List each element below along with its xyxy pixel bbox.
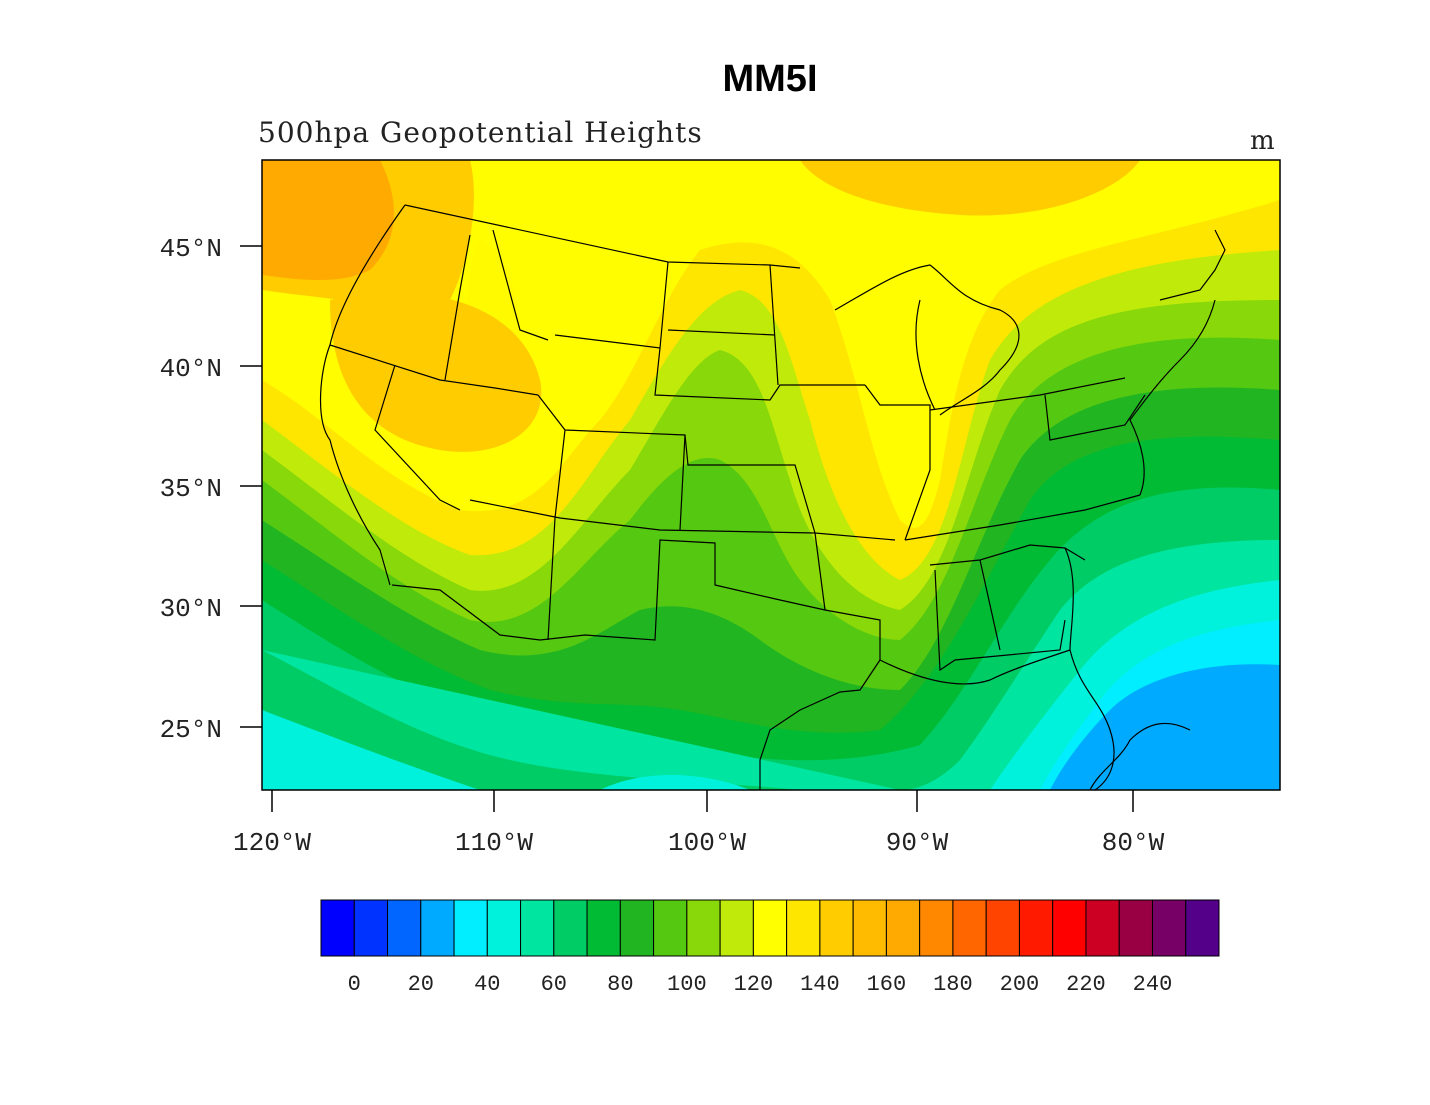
colorbar-swatch: [752, 899, 788, 957]
colorbar-label: 0: [348, 972, 361, 997]
colorbar-label: 240: [1133, 972, 1173, 997]
lat-label-35: 35°N: [160, 474, 222, 504]
colorbar-swatch: [1085, 899, 1120, 957]
colorbar-labels: 0 20 40 60 80 100 120 140 160 180 200 220 240: [348, 972, 1173, 997]
colorbar-label: 100: [667, 972, 707, 997]
colorbar-swatch: [919, 899, 954, 957]
colorbar-label: 200: [1000, 972, 1040, 997]
colorbar-swatch: [885, 899, 921, 957]
colorbar-swatch: [952, 899, 987, 957]
map-title: MM5I: [722, 58, 818, 100]
colorbar-swatch: [586, 899, 621, 957]
colorbar: [320, 899, 1220, 957]
lat-label-25: 25°N: [160, 715, 222, 745]
colorbar-swatch: [353, 899, 389, 957]
colorbar-label: 120: [734, 972, 774, 997]
colorbar-swatch: [786, 899, 821, 957]
map-frame: [261, 159, 1281, 791]
colorbar-swatch: [420, 899, 455, 957]
colorbar-swatch: [520, 899, 555, 957]
colorbar-swatch: [686, 899, 721, 957]
colorbar-swatch: [1151, 899, 1187, 957]
colorbar-label: 20: [408, 972, 434, 997]
lat-label-45: 45°N: [160, 234, 222, 264]
colorbar-swatch: [553, 899, 588, 957]
longitude-axis: 120°W 110°W 100°W 90°W 80°W: [233, 790, 1165, 858]
colorbar-swatch: [1185, 899, 1220, 957]
colorbar-swatch: [1118, 899, 1153, 957]
colorbar-swatch: [486, 899, 522, 957]
colorbar-label: 80: [607, 972, 633, 997]
colorbar-swatch: [985, 899, 1020, 957]
map-subtitle: 500hpa Geopotential Heights: [258, 116, 703, 149]
colorbar-swatch: [453, 899, 488, 957]
colorbar-swatch: [387, 899, 422, 957]
lon-label-110: 110°W: [455, 828, 533, 858]
lon-label-80: 80°W: [1102, 828, 1165, 858]
colorbar-swatch: [1052, 899, 1087, 957]
lon-label-120: 120°W: [233, 828, 311, 858]
colorbar-swatch: [852, 899, 887, 957]
units-label: m: [1250, 126, 1275, 156]
colorbar-label: 180: [933, 972, 973, 997]
colorbar-swatch: [653, 899, 688, 957]
lon-label-90: 90°W: [886, 828, 949, 858]
lat-label-30: 30°N: [160, 594, 222, 624]
colorbar-label: 40: [474, 972, 500, 997]
colorbar-swatch: [1018, 899, 1054, 957]
contour-field: [262, 160, 1280, 790]
colorbar-label: 220: [1066, 972, 1106, 997]
colorbar-label: 140: [800, 972, 840, 997]
lat-label-40: 40°N: [160, 354, 222, 384]
colorbar-label: 160: [867, 972, 907, 997]
state-boundaries: [319, 204, 1226, 790]
colorbar-label: 60: [541, 972, 567, 997]
latitude-axis: 45°N 40°N 35°N 30°N 25°N: [160, 234, 262, 745]
colorbar-swatch: [819, 899, 854, 957]
colorbar-swatch: [619, 899, 655, 957]
colorbar-swatch: [719, 899, 754, 957]
colorbar-swatch: [320, 899, 355, 957]
lon-label-100: 100°W: [668, 828, 746, 858]
